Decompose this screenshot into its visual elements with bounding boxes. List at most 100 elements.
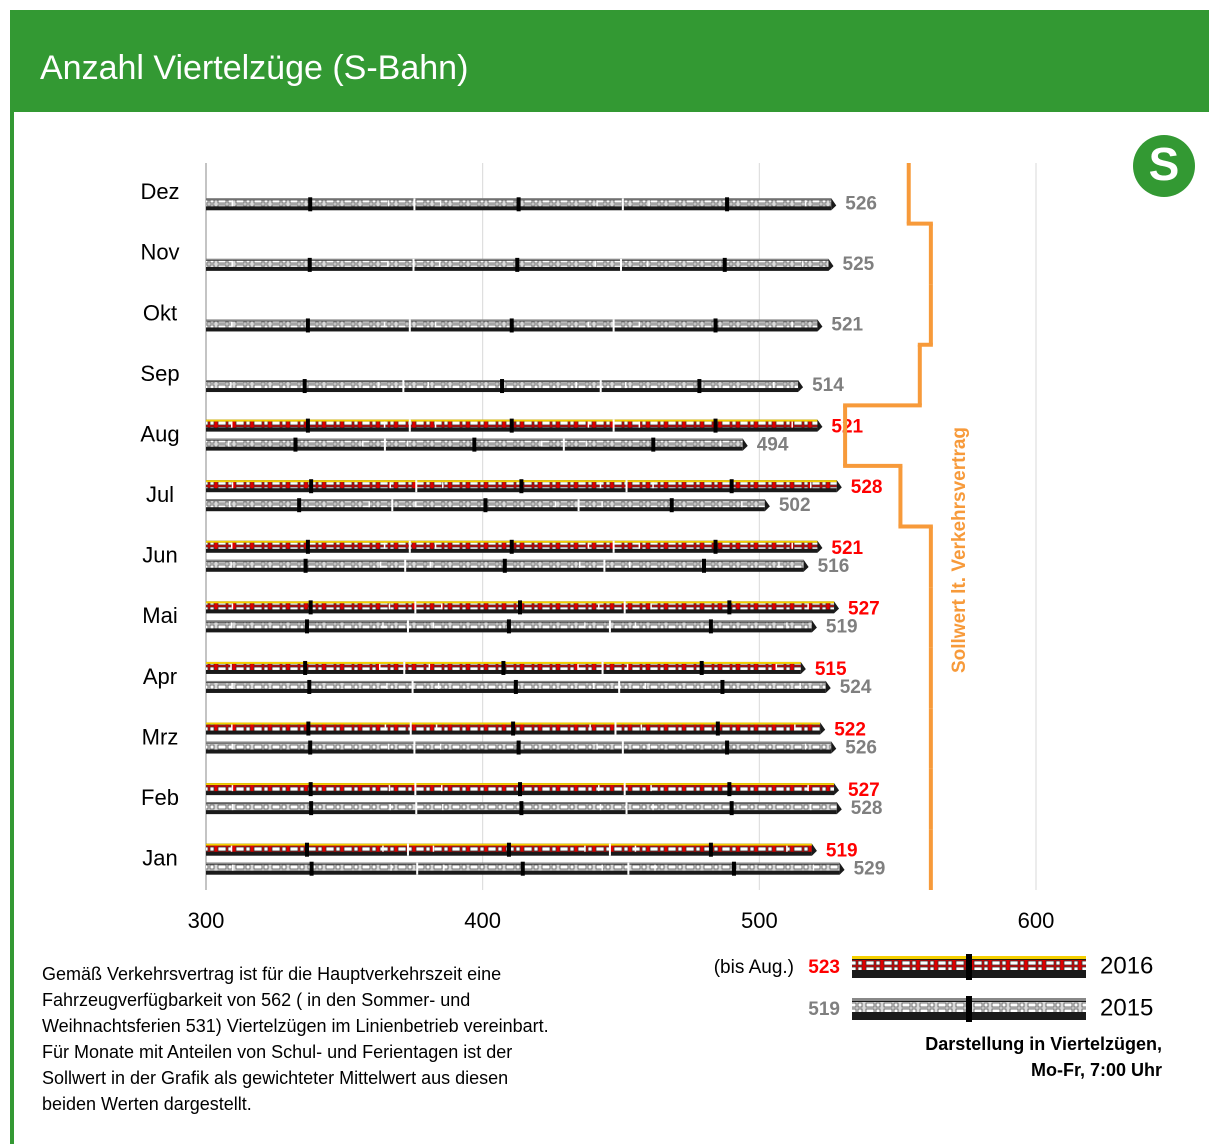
value-label: 516 [818, 556, 850, 577]
legend-note: (bis Aug.) [714, 957, 794, 978]
value-label: 528 [851, 477, 883, 498]
value-label: 522 [834, 720, 866, 741]
value-label: 527 [848, 598, 880, 619]
train-gap [406, 843, 409, 856]
train-nose [834, 601, 840, 614]
sollwert-label: Sollwert lt. Verkehrsvertrag [949, 427, 970, 673]
value-label: 526 [845, 193, 877, 214]
car-gap [432, 845, 435, 852]
train-gap [625, 480, 628, 493]
car-gap [389, 482, 391, 489]
train-joint [308, 782, 313, 797]
car-gap [387, 260, 389, 267]
y-tick-label: Jul [146, 482, 174, 507]
car-gap [810, 804, 812, 811]
s-bahn-logo: S [1133, 135, 1195, 197]
car-gap [383, 542, 386, 549]
car-gap [428, 663, 431, 670]
car-gap [804, 200, 807, 207]
car-gap [598, 785, 600, 792]
car-gap [652, 804, 654, 811]
car-gap [626, 663, 629, 670]
train-joint [309, 479, 314, 494]
value-label: 521 [831, 314, 863, 335]
car-gap [596, 743, 598, 750]
train-gap [627, 862, 630, 875]
car-gap [442, 804, 444, 811]
train-joint [731, 861, 736, 876]
train-joint [297, 498, 302, 513]
car-gap [634, 845, 637, 852]
car-gap [439, 743, 442, 750]
car-gap [802, 260, 804, 267]
car-gap [231, 785, 234, 792]
train-gap [409, 722, 412, 735]
train-joint [722, 257, 727, 272]
train-joint [506, 619, 511, 634]
car-gap [362, 440, 364, 447]
car-gap [230, 421, 233, 428]
car-gap [592, 682, 595, 689]
train-joint [516, 740, 521, 755]
car-gap [388, 785, 391, 792]
car-gap [648, 200, 650, 207]
car-gap [791, 542, 793, 549]
train-gap [411, 680, 414, 693]
y-tick-label: Feb [141, 785, 179, 810]
car-gap [807, 785, 809, 792]
train-joint [697, 379, 702, 394]
train-gap [612, 540, 615, 553]
train-gap [608, 843, 611, 856]
y-tick-label: Mai [142, 603, 177, 628]
car-gap [406, 440, 409, 447]
train-joint [713, 539, 718, 554]
car-gap [387, 200, 390, 207]
train-gap [618, 680, 621, 693]
value-label: 494 [757, 435, 789, 456]
value-label: 502 [779, 495, 811, 516]
car-gap [579, 561, 581, 568]
legend-value: 523 [808, 957, 840, 978]
car-gap [231, 724, 233, 731]
car-gap [540, 440, 543, 447]
legend-train-joint [966, 996, 972, 1022]
train-joint [519, 479, 524, 494]
legend: (bis Aug.) 523 2016 519 2015 [714, 952, 1153, 1022]
bar-group [206, 318, 823, 333]
train-joint [509, 418, 514, 433]
train-joint [308, 600, 313, 615]
car-gap [638, 421, 641, 428]
train-joint [501, 660, 506, 675]
car-gap [230, 845, 233, 852]
car-gap [387, 743, 390, 750]
train-nose [817, 419, 823, 432]
car-gap [589, 724, 591, 731]
train-joint [516, 197, 521, 212]
train-gap [414, 783, 417, 796]
train-joint [293, 437, 298, 452]
car-gap [650, 785, 652, 792]
train-gap [415, 480, 418, 493]
train-gap [621, 741, 624, 754]
bar-group [206, 257, 834, 272]
train-joint [506, 842, 511, 857]
train-joint [502, 558, 507, 573]
car-gap [628, 561, 631, 568]
train-gap [414, 601, 417, 614]
y-tick-label: Dez [140, 179, 179, 204]
train-joint [708, 842, 713, 857]
x-tick-label: 500 [741, 908, 778, 933]
car-gap [437, 682, 440, 689]
car-gap [231, 260, 233, 267]
train-gap [413, 198, 416, 211]
train-gap [413, 741, 416, 754]
train-gap [404, 559, 407, 572]
car-gap [634, 622, 637, 629]
car-gap [434, 421, 437, 428]
car-gap [442, 482, 444, 489]
train-joint [308, 197, 313, 212]
car-gap [598, 603, 600, 610]
train-joint [509, 318, 514, 333]
car-gap [654, 864, 656, 871]
